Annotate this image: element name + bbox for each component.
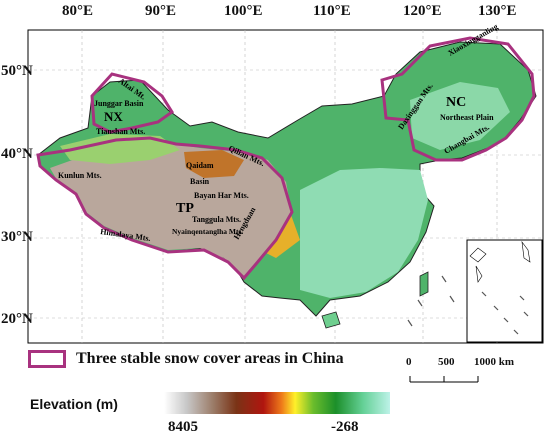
snow-area-nx xyxy=(90,72,175,134)
taiwan-island xyxy=(419,271,429,297)
region-label-nx: NX xyxy=(104,109,123,124)
lon-label-80: 80°E xyxy=(62,3,94,19)
place-kunlun: Kunlun Mts. xyxy=(58,171,102,180)
tarim-basin xyxy=(60,134,180,164)
lon-label-90: 90°E xyxy=(145,3,177,19)
lon-label-100: 100°E xyxy=(224,3,263,19)
snow-area-nc xyxy=(380,36,536,162)
northeast-plain xyxy=(410,82,510,150)
place-tianshan: Tianshan Mts. xyxy=(96,127,145,136)
qaidam-basin xyxy=(184,150,244,178)
scale-bar-line xyxy=(409,376,479,383)
lon-label-110: 110°E xyxy=(313,3,351,19)
region-label-tp: TP xyxy=(176,201,194,216)
snow-area-legend: Three stable snow cover areas in China xyxy=(28,350,344,368)
place-tanggula: Tanggula Mts. xyxy=(192,215,241,224)
place-bayanhar: Bayan Har Mts. xyxy=(194,191,249,200)
south-china-sea-inset xyxy=(466,239,543,343)
hainan-island xyxy=(321,311,341,329)
scale-bar: 0 500 1000 km xyxy=(406,356,514,396)
lon-label-130: 130°E xyxy=(478,3,517,19)
east-lowlands xyxy=(300,168,428,298)
place-nyainqentanglha: Nyainqentanglha Mts. xyxy=(172,227,243,236)
scale-label-0: 0 xyxy=(406,356,412,368)
lat-label-20: 20°N xyxy=(1,311,33,327)
snow-area-legend-swatch xyxy=(28,350,66,368)
place-basin: Basin xyxy=(190,177,210,186)
elevation-legend-title: Elevation (m) xyxy=(30,396,118,412)
scale-label-1000: 1000 km xyxy=(474,356,515,368)
snow-area-legend-label: Three stable snow cover areas in China xyxy=(76,350,344,367)
scale-label-500: 500 xyxy=(438,356,455,368)
place-qaidam: Qaidam xyxy=(186,161,214,170)
snow-area-tp xyxy=(36,136,294,281)
elevation-min-label: -268 xyxy=(331,419,359,435)
maritime-boundary xyxy=(407,275,455,327)
elevation-color-ramp xyxy=(164,392,390,414)
lat-label-50: 50°N xyxy=(1,63,33,79)
lat-label-30: 30°N xyxy=(1,229,33,245)
place-junggar: Junggar Basin xyxy=(94,99,144,108)
elevation-max-label: 8405 xyxy=(168,419,198,435)
place-northeast-plain: Northeast Plain xyxy=(440,113,494,122)
lat-label-40: 40°N xyxy=(1,146,33,162)
region-label-nc: NC xyxy=(446,95,466,110)
lon-label-120: 120°E xyxy=(403,3,442,19)
